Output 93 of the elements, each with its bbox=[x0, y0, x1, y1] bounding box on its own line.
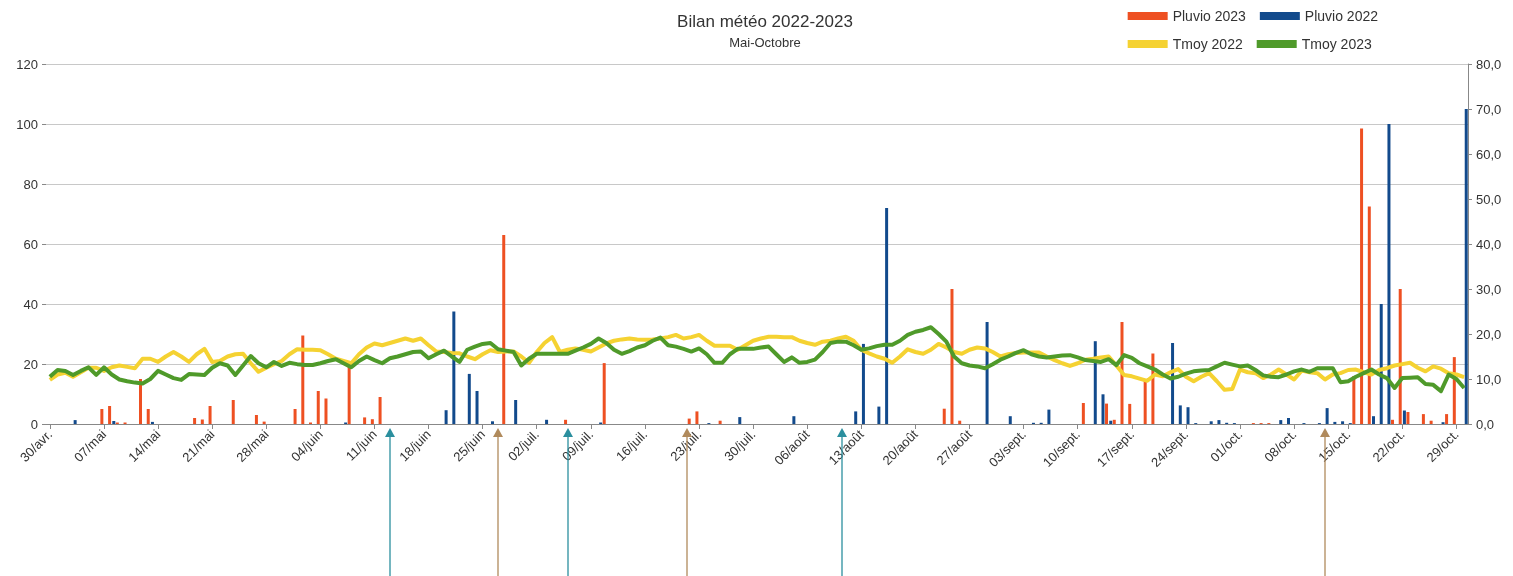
bar bbox=[231, 400, 235, 424]
y2-tick-label: 0,0 bbox=[1476, 416, 1495, 432]
legend-label: Tmoy 2022 bbox=[1172, 36, 1243, 52]
bar bbox=[452, 311, 456, 424]
bar bbox=[502, 235, 506, 424]
bar bbox=[1008, 416, 1012, 424]
bar bbox=[1128, 403, 1132, 424]
bar bbox=[792, 416, 796, 424]
bar bbox=[444, 410, 448, 424]
bar bbox=[1341, 421, 1345, 424]
y2-tick-label: 10,0 bbox=[1476, 371, 1502, 387]
chart-title: Bilan météo 2022-2023 bbox=[677, 12, 853, 31]
bar bbox=[1143, 379, 1147, 424]
y-tick-label: 40 bbox=[23, 296, 38, 312]
y2-tick-label: 30,0 bbox=[1476, 281, 1502, 297]
bar bbox=[316, 391, 320, 424]
bar bbox=[861, 343, 865, 424]
bar bbox=[1286, 418, 1290, 424]
bar bbox=[1209, 421, 1213, 424]
y-tick-label: 100 bbox=[16, 116, 38, 132]
y2-tick-label: 20,0 bbox=[1476, 326, 1502, 342]
bar bbox=[73, 420, 77, 424]
bar bbox=[1101, 394, 1105, 424]
y-tick-label: 60 bbox=[23, 236, 38, 252]
bar bbox=[146, 409, 150, 424]
bar bbox=[100, 409, 104, 424]
bar bbox=[254, 415, 258, 424]
bar bbox=[958, 420, 962, 424]
bar bbox=[1217, 420, 1221, 424]
bar bbox=[854, 411, 858, 424]
y-tick-label: 0 bbox=[30, 416, 38, 432]
bar bbox=[139, 379, 142, 424]
bar bbox=[1367, 206, 1371, 424]
bar bbox=[1093, 341, 1097, 424]
bar bbox=[1445, 414, 1449, 424]
bar bbox=[150, 421, 154, 424]
bar bbox=[1105, 403, 1109, 424]
bar bbox=[1406, 412, 1410, 424]
bar bbox=[1387, 124, 1391, 424]
bar bbox=[347, 367, 351, 424]
bar bbox=[1360, 128, 1364, 424]
bar bbox=[545, 419, 549, 424]
bar bbox=[950, 289, 954, 424]
bar bbox=[718, 420, 722, 424]
bar bbox=[514, 400, 518, 424]
bar bbox=[1402, 410, 1406, 424]
y-tick-label: 80 bbox=[23, 176, 38, 192]
bar bbox=[1333, 421, 1337, 424]
y2-tick-label: 40,0 bbox=[1476, 236, 1502, 252]
bar bbox=[1372, 416, 1375, 424]
bar bbox=[985, 322, 989, 424]
bar bbox=[602, 363, 606, 424]
y-tick-label: 20 bbox=[23, 356, 38, 372]
bar bbox=[370, 419, 374, 424]
y2-tick-label: 70,0 bbox=[1476, 101, 1502, 117]
bar bbox=[293, 409, 297, 424]
bar bbox=[1081, 403, 1085, 424]
bar bbox=[475, 391, 479, 424]
bar bbox=[687, 418, 691, 424]
bar bbox=[363, 417, 367, 424]
bar bbox=[738, 417, 742, 424]
bar bbox=[324, 398, 328, 424]
bar bbox=[695, 411, 699, 424]
y2-tick-label: 80,0 bbox=[1476, 56, 1502, 72]
y2-tick-label: 50,0 bbox=[1476, 191, 1502, 207]
bar bbox=[1421, 414, 1425, 424]
bar bbox=[1398, 289, 1402, 424]
bar bbox=[564, 419, 568, 424]
bar bbox=[378, 397, 382, 424]
bar bbox=[877, 406, 881, 424]
bar bbox=[467, 373, 471, 424]
legend-label: Pluvio 2023 bbox=[1172, 8, 1247, 24]
legend-label: Pluvio 2022 bbox=[1304, 8, 1379, 24]
bar bbox=[208, 406, 212, 424]
bar bbox=[1178, 405, 1182, 424]
bar bbox=[1464, 109, 1468, 424]
bar bbox=[1429, 420, 1433, 424]
legend-label: Tmoy 2023 bbox=[1301, 36, 1372, 52]
bar bbox=[1325, 408, 1329, 424]
y2-tick-label: 60,0 bbox=[1476, 146, 1502, 162]
bar bbox=[1379, 304, 1383, 424]
y-tick-label: 120 bbox=[16, 56, 38, 72]
bar bbox=[885, 208, 889, 424]
bar bbox=[108, 406, 112, 424]
bar bbox=[490, 421, 494, 424]
bar bbox=[1279, 420, 1283, 424]
bar bbox=[1390, 419, 1394, 424]
bar bbox=[942, 408, 946, 424]
bar bbox=[301, 335, 305, 424]
bar bbox=[1186, 407, 1190, 424]
chart-subtitle: Mai-Octobre bbox=[729, 35, 801, 50]
bar bbox=[1047, 409, 1051, 424]
bar bbox=[193, 418, 197, 424]
